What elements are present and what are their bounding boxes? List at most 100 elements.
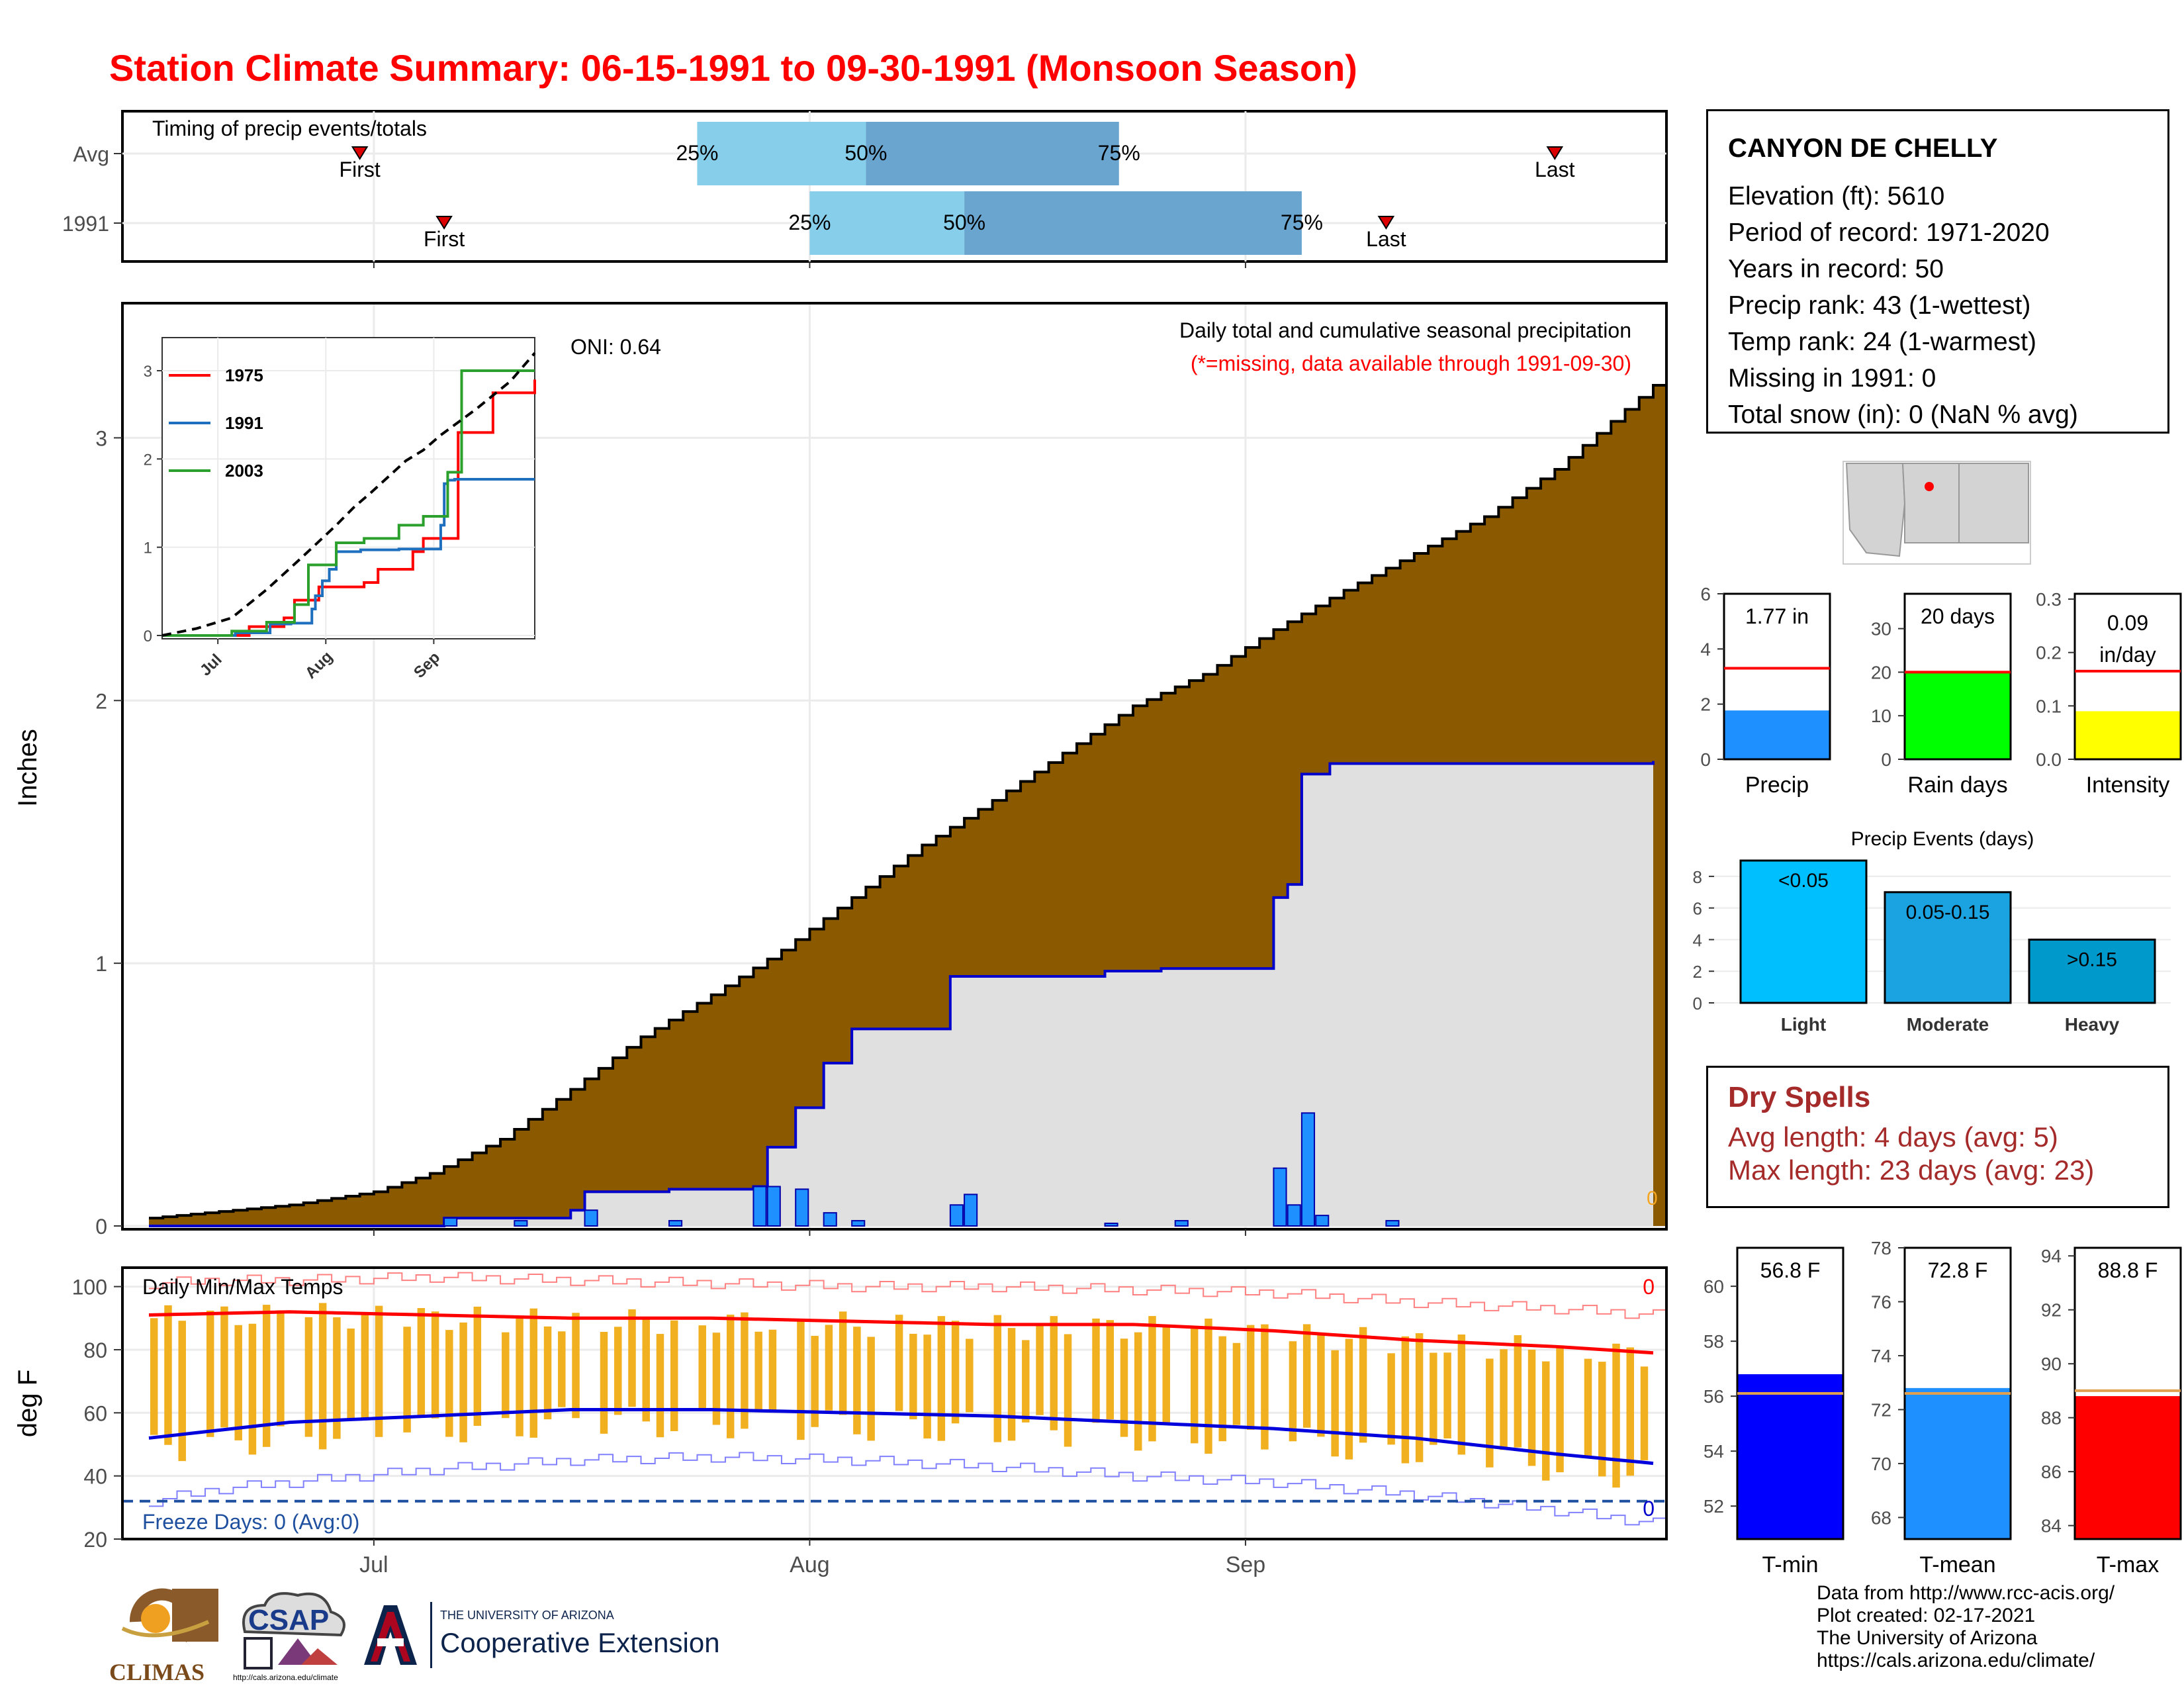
- inset-line-1991: [162, 478, 535, 637]
- arizona-a-logo: [361, 1602, 420, 1668]
- timing-bar-upper: [866, 122, 1119, 185]
- daily-temp-bar: [1556, 1345, 1564, 1473]
- temp-y-axis-label: deg F: [13, 1370, 42, 1437]
- intensity-value-label2: in/day: [2099, 643, 2156, 667]
- daily-temp-bar: [558, 1331, 566, 1407]
- daily-temp-bar: [262, 1305, 271, 1447]
- intensity-y-tick-label: 0.3: [2036, 589, 2062, 610]
- avg-cumulative-line: [149, 384, 1666, 1220]
- timing-first-label: First: [424, 227, 465, 251]
- inset-avg-line: [161, 352, 536, 637]
- daily-temp-bar: [1261, 1324, 1269, 1450]
- daily-precip-bar: [795, 1188, 809, 1227]
- intensity-y-tick-label: 0.0: [2036, 749, 2062, 770]
- daily-temp-bar: [741, 1312, 749, 1429]
- rain-days-y-tick-label: 30: [1871, 619, 1891, 639]
- arizona-a-graphic: [364, 1605, 417, 1665]
- temp-tmax-y-tick-label: 92: [2041, 1300, 2062, 1321]
- map-state-texas: [1958, 463, 2029, 543]
- inset-legend-label: 1991: [225, 413, 263, 433]
- daily-precip-bar: [1287, 1204, 1301, 1227]
- daily-temp-bar: [1134, 1332, 1142, 1451]
- daily-temp-bar: [1317, 1333, 1325, 1437]
- temp-y-tick-label: 100: [72, 1276, 107, 1299]
- daily-temp-bar: [937, 1316, 946, 1441]
- daily-temp-bar: [754, 1331, 762, 1411]
- daily-temp-bar: [333, 1317, 341, 1439]
- inset-y-tick-label: 3: [144, 363, 152, 381]
- daily-temp-bar: [1106, 1320, 1114, 1420]
- precip-y-tick-label: 3: [95, 426, 107, 450]
- inset-legend-label: 2003: [225, 461, 263, 481]
- rain-days-value-bar: [1905, 672, 2011, 759]
- footer-line: Plot created: 02-17-2021: [1817, 1605, 2036, 1626]
- temp-tmax-value-label: 88.8 F: [2098, 1258, 2158, 1282]
- daily-temp-bar: [656, 1334, 664, 1438]
- csap-logo-url: http://cals.arizona.edu/climate: [233, 1673, 338, 1682]
- events-y-tick-label: 4: [1693, 930, 1702, 950]
- rain-days-value-label: 20 days: [1921, 604, 1995, 628]
- temp-tmax-y-tick-label: 86: [2041, 1462, 2062, 1482]
- daily-precip-bar: [964, 1194, 978, 1227]
- x-axis-month-label: Sep: [1226, 1552, 1266, 1577]
- temp-tmin-value-bar: [1737, 1374, 1843, 1539]
- daily-temp-bar: [417, 1308, 426, 1415]
- temp-tmax-bar-frame: [2073, 1246, 2182, 1540]
- precip-y-axis-label: Inches: [13, 729, 42, 807]
- daily-temp-bar: [431, 1311, 439, 1419]
- daily-precip-bar: [1174, 1220, 1189, 1227]
- inset-y-tick-label: 1: [144, 539, 152, 557]
- timing-bar-upper: [964, 191, 1302, 255]
- daily-temp-bar: [459, 1322, 467, 1442]
- year-cumulative-area: [149, 761, 1653, 1226]
- daily-precip-bar: [851, 1220, 866, 1227]
- temp-tmax-y-tick-label: 88: [2041, 1408, 2062, 1429]
- temp-tmean-value-bar: [1905, 1387, 2011, 1539]
- timing-first-label: First: [340, 158, 381, 181]
- temp-tmean-y-tick-label: 70: [1871, 1454, 1891, 1474]
- daily-precip-bar: [949, 1204, 964, 1227]
- daily-temp-bar: [178, 1321, 186, 1462]
- precip-total-y-tick-label: 6: [1700, 584, 1711, 604]
- daily-temp-bar: [543, 1326, 552, 1420]
- daily-temp-bar: [347, 1328, 355, 1420]
- daily-temp-bar: [1401, 1336, 1410, 1464]
- precip-y-tick-label: 2: [95, 689, 107, 713]
- daily-temp-bar: [670, 1320, 678, 1431]
- daily-temp-bar: [951, 1321, 960, 1424]
- oni-annotation: ONI: 0.64: [570, 335, 661, 359]
- dry-spells-max: Max length: 23 days (avg: 23): [1728, 1154, 2095, 1186]
- station-temp-rank: Temp rank: 24 (1-warmest): [1728, 328, 2036, 356]
- temp-y-tick-label: 60: [83, 1401, 107, 1425]
- daily-temp-bar: [361, 1312, 369, 1419]
- daily-temp-bar: [768, 1329, 777, 1411]
- timing-last-marker: [1546, 146, 1564, 160]
- timing-last-label: Last: [1535, 158, 1575, 181]
- rain-days-y-tick-label: 10: [1871, 706, 1891, 726]
- precip-missing-count: 0: [1647, 1188, 1658, 1209]
- daily-temp-bar: [304, 1317, 313, 1437]
- events-bar-label: >0.15: [2067, 949, 2117, 970]
- daily-temp-bar: [1205, 1318, 1212, 1454]
- daily-temp-bar: [1430, 1352, 1437, 1445]
- daily-temp-bar: [529, 1308, 538, 1438]
- daily-temp-bar: [1584, 1358, 1592, 1457]
- temp-panel-frame: [121, 1266, 1668, 1540]
- daily-temp-bar: [1486, 1358, 1494, 1468]
- temp-chart-title: Daily Min/Max Temps: [142, 1275, 343, 1299]
- station-period: Period of record: 1971-2020: [1728, 218, 2050, 247]
- temp-tmin-y-tick-label: 54: [1704, 1441, 1724, 1462]
- daily-temp-bar: [1345, 1338, 1353, 1460]
- daily-temp-bar: [473, 1306, 482, 1426]
- timing-title: Timing of precip events/totals: [152, 117, 427, 140]
- timing-last-marker: [1377, 216, 1395, 230]
- temp-y-tick-label: 40: [83, 1465, 107, 1489]
- daily-temp-bar: [1415, 1333, 1424, 1462]
- daily-temp-bar: [1302, 1324, 1311, 1428]
- daily-temp-bar: [1022, 1340, 1030, 1423]
- daily-temp-bar: [1598, 1362, 1606, 1477]
- dry-spells-panel: Dry Spells Avg length: 4 days (avg: 5) M…: [1706, 1066, 2169, 1208]
- temp-tmean-y-tick-label: 74: [1871, 1346, 1891, 1366]
- map-state-new-mexico: [1901, 463, 1960, 543]
